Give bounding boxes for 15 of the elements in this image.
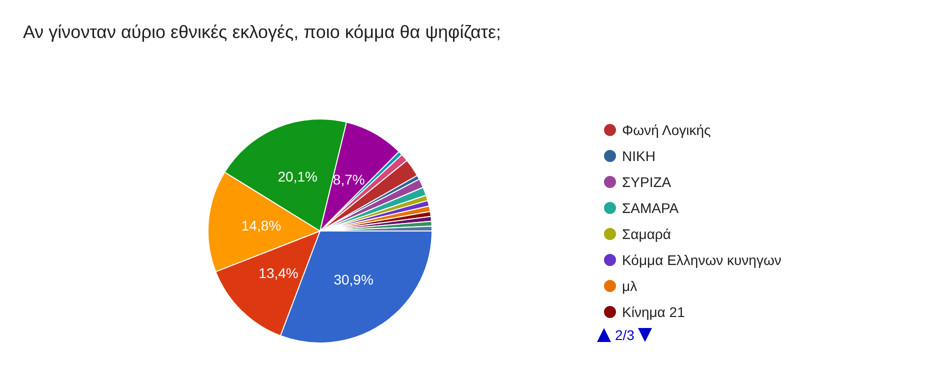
legend-label: Φωνή Λογικής bbox=[622, 122, 712, 138]
text: 2/3 bbox=[615, 327, 634, 343]
legend-label: ΣΥΡΙΖΑ bbox=[622, 174, 672, 190]
data-label: 14,8% bbox=[241, 218, 282, 234]
legend-label: Σαμαρά bbox=[622, 226, 671, 242]
data-label: 8,7% bbox=[332, 172, 365, 188]
legend-label: Κόμμα Ελληνων κυνηγων bbox=[622, 252, 782, 268]
legend-label: ΣΑΜΑΡΑ bbox=[622, 200, 680, 216]
chart-title: Αν γίνονταν αύριο εθνικές εκλογές, ποιο κόμμα θα ψηφίζατε; bbox=[23, 22, 501, 42]
data-label: 13,4% bbox=[258, 264, 298, 281]
data-label: 20,1% bbox=[278, 168, 318, 184]
legend-label: ΝΙΚΗ bbox=[622, 148, 656, 164]
legend-label: μλ bbox=[622, 278, 638, 294]
data-label: 30,9% bbox=[334, 272, 374, 288]
legend-label: Κίνημα 21 bbox=[622, 304, 686, 320]
